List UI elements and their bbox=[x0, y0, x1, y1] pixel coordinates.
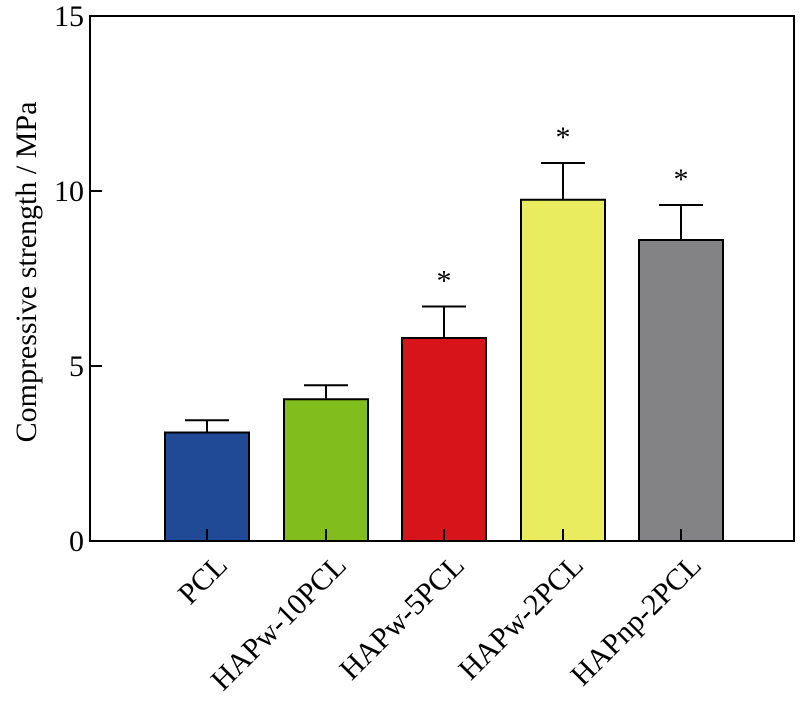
y-tick-label-5: 5 bbox=[69, 350, 84, 383]
x-tick-label-pcl: PCL bbox=[172, 549, 234, 611]
significance-marker-hapw-5pcl: * bbox=[437, 265, 452, 298]
y-tick-label-10: 10 bbox=[54, 175, 84, 208]
bar-hapnp-2pcl bbox=[638, 239, 724, 542]
bar-hapw-10pcl bbox=[283, 398, 369, 542]
error-bars-layer bbox=[185, 162, 703, 433]
bar-pcl bbox=[164, 431, 250, 542]
significance-marker-hapnp-2pcl: * bbox=[674, 163, 689, 196]
y-axis-title: Compressive strength / MPa bbox=[10, 102, 43, 443]
plot-frame bbox=[89, 15, 795, 542]
bars-layer bbox=[164, 198, 724, 542]
significance-marker-hapw-2pcl: * bbox=[556, 121, 571, 154]
y-tick-label-15: 15 bbox=[54, 0, 84, 33]
y-axis: 0 5 10 15 bbox=[54, 0, 102, 558]
x-tick-label-hapw-5pcl: HAPw-5PCL bbox=[333, 549, 471, 687]
bar-hapw-2pcl bbox=[520, 198, 606, 542]
y-tick-label-0: 0 bbox=[69, 525, 84, 558]
x-axis: PCLHAPw-10PCLHAPw-5PCLHAPw-2PCLHAPnp-2PC… bbox=[172, 529, 708, 697]
significance-layer: * * * bbox=[437, 121, 689, 298]
bar-hapw-5pcl bbox=[401, 337, 487, 542]
